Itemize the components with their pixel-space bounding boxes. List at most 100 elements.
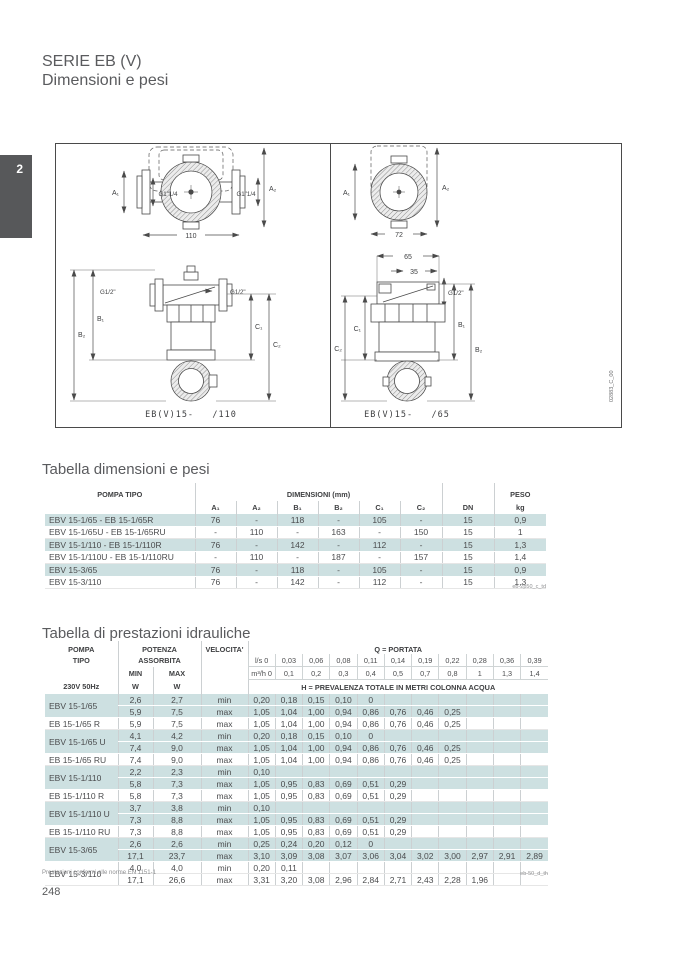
head-value-cell: 0,76 — [383, 753, 412, 766]
head-value-cell: 0,83 — [302, 789, 330, 802]
head-value-cell: 0,10 — [329, 729, 358, 742]
flow-m3h-cell: m³/h 0 — [247, 666, 276, 680]
drawing-caption-65: EB(V)15- /65 — [364, 410, 450, 420]
dim-value-cell: 1,3 — [493, 576, 547, 589]
dim-value-cell: - — [317, 514, 359, 527]
dim-label-a1: A₁ — [343, 190, 351, 197]
head-value-cell — [492, 837, 521, 850]
head-value-cell — [383, 694, 412, 706]
dim-section-heading: Tabella dimensioni e pesi — [42, 461, 210, 479]
head-value-cell — [465, 741, 494, 754]
dim-value-cell: - — [235, 538, 277, 552]
head-value-cell — [465, 729, 494, 742]
power-min-cell: 2,6 — [117, 694, 153, 706]
motor-dashed-outline — [148, 146, 234, 192]
perf-table-body: EBV 15-1/65 2,6 2,7 min 0,20 0,18 0,15 0,10 0 5,9… — [45, 694, 548, 886]
head-value-cell — [383, 765, 412, 778]
dim-value-cell: - — [317, 576, 359, 589]
pump-type-cell: EBV 15-1/65 - EB 15-1/65R — [45, 514, 195, 527]
speed-cell: max — [200, 717, 248, 730]
dim-value-cell: 105 — [358, 514, 400, 527]
head-value-cell — [411, 813, 439, 826]
power-min-cell: 5,9 — [117, 717, 153, 730]
dim-label-b1: B₁ — [458, 322, 466, 329]
head-value-cell: 3,08 — [302, 849, 330, 862]
power-max-cell: 2,6 — [152, 837, 201, 850]
head-value-cell — [492, 729, 521, 742]
dim-value-cell: 112 — [358, 576, 400, 589]
dim-value-cell: 1 — [493, 526, 547, 539]
col-header-potenza: POTENZA — [117, 641, 201, 654]
dim-label-a2: A₂ — [269, 186, 277, 193]
dim-value-cell: 15 — [441, 526, 495, 539]
flow-ls-cell: 0,39 — [520, 654, 548, 667]
head-value-cell — [411, 825, 439, 838]
perf-ls-row: TIPO ASSORBITA l/s 0 0,03 0,06 0,08 0,11 0,14… — [45, 654, 548, 667]
port-label-g114-right: G1"1/4 — [236, 191, 256, 198]
dim-value-cell: 187 — [317, 551, 359, 564]
power-max-cell: 8,8 — [152, 825, 201, 838]
pump-type-cell: EB 15-1/65 R — [45, 717, 118, 730]
flow-m3h-cell: 0,1 — [274, 666, 303, 680]
dim-value-cell: 118 — [276, 514, 318, 527]
flow-m3h-cell: 0,8 — [438, 666, 467, 680]
dimensions-table: POMPA TIPO DIMENSIONI (mm) PESO A₁ A₂ B₁… — [45, 483, 547, 589]
flow-ls-cell: 0,06 — [302, 654, 330, 667]
head-value-cell: 2,91 — [492, 849, 521, 862]
head-value-cell — [465, 717, 494, 730]
head-value-cell: 0,20 — [247, 694, 276, 706]
head-value-cell — [465, 837, 494, 850]
head-value-cell — [302, 801, 330, 814]
col-header-pompa: POMPA — [68, 645, 95, 654]
flow-m3h-cell: 0,5 — [383, 666, 412, 680]
head-value-cell — [520, 741, 548, 754]
power-max-cell: 9,0 — [152, 741, 201, 754]
power-max-cell: 26,6 — [152, 873, 201, 886]
dim-value-cell: - — [194, 551, 236, 564]
perf-table-row: 17,1 26,6 max 3,31 3,20 3,08 2,96 2,84 2,71 2,43 2… — [45, 873, 548, 886]
head-value-cell — [520, 717, 548, 730]
head-value-cell: 0,83 — [302, 777, 330, 790]
col-header-tipo: TIPO — [72, 655, 90, 665]
dim-value-cell: - — [399, 563, 443, 577]
power-max-cell: 2,7 — [152, 694, 201, 706]
speed-cell: max — [200, 873, 248, 886]
port-label-g12: G1/2" — [448, 290, 464, 297]
head-value-cell: 1,00 — [302, 705, 330, 718]
port-label-g12-right: G1/2" — [230, 289, 246, 296]
page-number: 248 — [42, 886, 61, 898]
head-value-cell: 0,69 — [329, 777, 358, 790]
perf-table-row: EB 15-1/65 RU 7,4 9,0 max 1,05 1,04 1,00 0,94 0,… — [45, 753, 548, 766]
dim-value-cell: 142 — [276, 538, 318, 552]
head-value-cell — [492, 825, 521, 838]
head-value-cell — [520, 861, 548, 874]
speed-cell: max — [200, 825, 248, 838]
head-value-cell: 0,18 — [274, 694, 303, 706]
dim-value-cell: 15 — [441, 538, 495, 552]
dim-value-cell: 1,3 — [493, 538, 547, 552]
power-max-cell: 7,5 — [152, 717, 201, 730]
dim-value-cell: 76 — [194, 563, 236, 577]
chapter-number: 2 — [16, 162, 23, 176]
head-value-cell — [520, 801, 548, 814]
head-value-cell — [520, 777, 548, 790]
head-value-cell — [465, 813, 494, 826]
head-value-cell — [492, 705, 521, 718]
head-value-cell — [465, 705, 494, 718]
head-value-cell: 0,25 — [438, 705, 467, 718]
head-value-cell — [465, 777, 494, 790]
power-max-cell: 7,3 — [152, 789, 201, 802]
dim-value-cell: - — [358, 526, 400, 539]
perf-table-row: EBV 15-3/65 2,6 2,6 min 0,25 0,24 0,20 0,12 0 — [45, 837, 548, 862]
left-flange — [141, 169, 151, 215]
head-value-cell — [356, 861, 385, 874]
head-value-cell — [465, 753, 494, 766]
head-value-cell — [465, 825, 494, 838]
pump-type-cell: EBV 15-3/65 — [45, 837, 118, 862]
flow-m3h-cell: 0,2 — [302, 666, 330, 680]
head-value-cell: 3,00 — [438, 849, 467, 862]
dim-value-cell: 76 — [194, 514, 236, 527]
head-value-cell — [274, 765, 303, 778]
head-value-cell: 1,05 — [247, 741, 276, 754]
head-value-cell: 0,94 — [329, 705, 358, 718]
